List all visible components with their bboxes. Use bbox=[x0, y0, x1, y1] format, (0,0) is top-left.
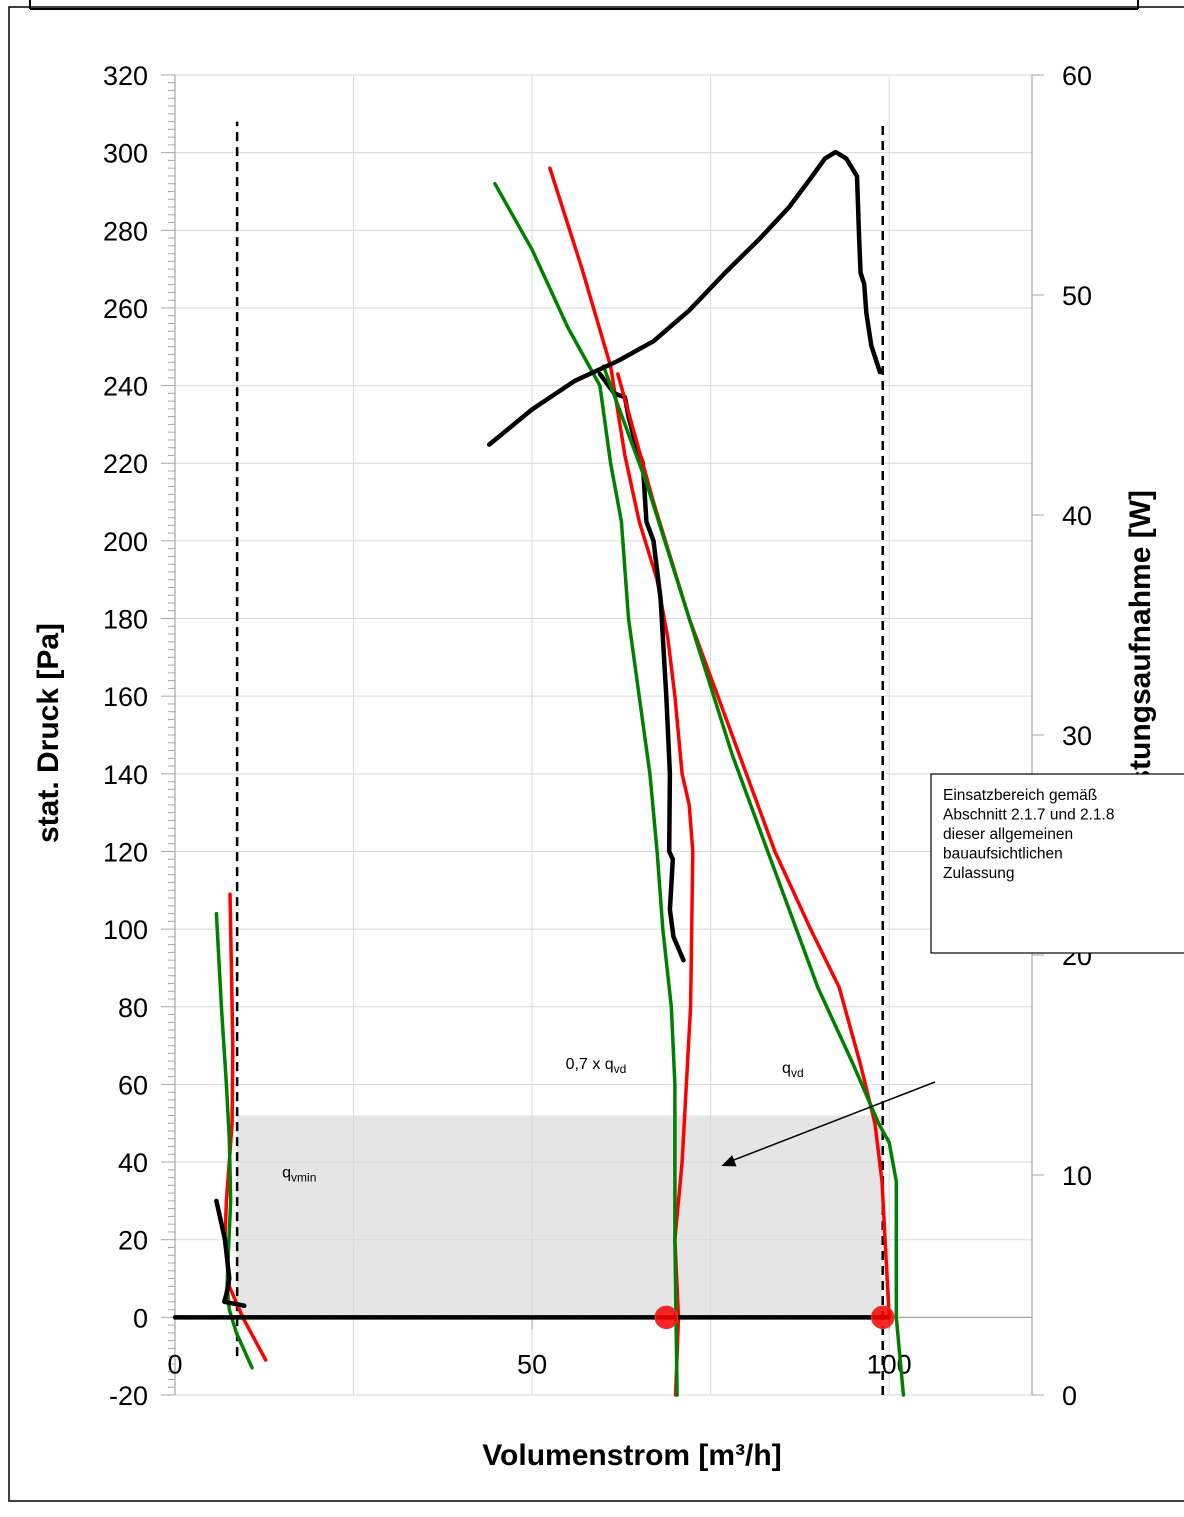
x-tick-label: 100 bbox=[867, 1349, 912, 1379]
callout-text-line: Einsatzbereich gemäß bbox=[943, 787, 1097, 804]
data-point-marker bbox=[870, 1305, 895, 1330]
x-axis-title: Volumenstrom [m³/h] bbox=[482, 1439, 781, 1472]
y2-axis-title: Leistungsaufnahme [W] bbox=[1124, 490, 1157, 830]
y-tick-label: 320 bbox=[103, 61, 148, 91]
y-tick-label: 120 bbox=[103, 837, 148, 867]
annotation-qvmin: qvmin bbox=[282, 1165, 316, 1185]
y2-tick-label: 40 bbox=[1062, 501, 1092, 531]
callout-arrowhead bbox=[721, 1155, 737, 1167]
y-tick-label: 40 bbox=[118, 1148, 148, 1178]
series-line bbox=[493, 181, 679, 1397]
y-axis-title: stat. Druck [Pa] bbox=[32, 623, 65, 843]
operating-range-shade bbox=[237, 1115, 883, 1318]
y2-tick-label: 0 bbox=[1062, 1381, 1077, 1411]
annotation-qvd: qvd bbox=[782, 1060, 804, 1080]
y-tick-label: 260 bbox=[103, 294, 148, 324]
y-tick-label: 240 bbox=[103, 372, 148, 402]
callout-text-line: Zulassung bbox=[943, 865, 1015, 882]
y-tick-label: 60 bbox=[118, 1070, 148, 1100]
callout-text-line: bauaufsichtlichen bbox=[943, 846, 1063, 863]
y-tick-label: 300 bbox=[103, 139, 148, 169]
data-point-marker bbox=[654, 1305, 679, 1330]
y-tick-label: 180 bbox=[103, 605, 148, 635]
annotation-07qvd: 0,7 x qvd bbox=[566, 1056, 627, 1076]
callout-text-line: dieser allgemeinen bbox=[943, 826, 1073, 843]
y-tick-label: 100 bbox=[103, 915, 148, 945]
y-tick-label: 200 bbox=[103, 527, 148, 557]
series-line bbox=[601, 364, 906, 1397]
x-tick-label: 0 bbox=[167, 1349, 182, 1379]
series-line bbox=[214, 911, 254, 1370]
x-tick-label: 50 bbox=[517, 1349, 547, 1379]
y2-tick-label: 60 bbox=[1062, 61, 1092, 91]
y2-tick-label: 50 bbox=[1062, 281, 1092, 311]
y-tick-label: 280 bbox=[103, 216, 148, 246]
callout-arrow bbox=[731, 1081, 936, 1162]
y-tick-label: 0 bbox=[133, 1303, 148, 1333]
plot-area: 3203002802602402202001801601401201008060… bbox=[103, 61, 1092, 1411]
y-tick-label: -20 bbox=[109, 1381, 148, 1411]
callout-box bbox=[930, 773, 1184, 954]
y-tick-label: 220 bbox=[103, 449, 148, 479]
y-tick-label: 140 bbox=[103, 760, 148, 790]
y-tick-label: 160 bbox=[103, 682, 148, 712]
series-line bbox=[214, 1198, 247, 1308]
y-tick-label: 20 bbox=[118, 1226, 148, 1256]
y-tick-label: 80 bbox=[118, 993, 148, 1023]
callout-text-group: Einsatzbereich gemäß Abschnitt 2.1.7 und … bbox=[943, 787, 1114, 882]
series-line bbox=[548, 166, 695, 1397]
y2-tick-label: 30 bbox=[1062, 721, 1092, 751]
series-line bbox=[486, 149, 883, 447]
y2-tick-label: 10 bbox=[1062, 1161, 1092, 1191]
callout-text-line: Abschnitt 2.1.7 und 2.1.8 bbox=[943, 807, 1114, 824]
